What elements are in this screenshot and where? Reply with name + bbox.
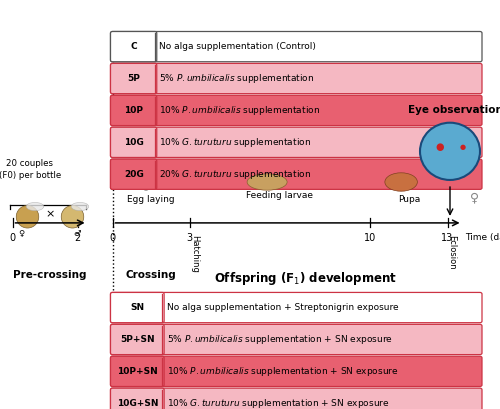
Text: 10G: 10G	[124, 138, 144, 147]
FancyBboxPatch shape	[110, 388, 164, 409]
FancyBboxPatch shape	[110, 159, 157, 189]
FancyBboxPatch shape	[110, 31, 482, 62]
Text: 10G+SN: 10G+SN	[116, 399, 158, 408]
Text: 5% $\mathit{P. umbilicalis}$ supplementation: 5% $\mathit{P. umbilicalis}$ supplementa…	[160, 72, 314, 85]
Text: Pre-crossing: Pre-crossing	[13, 270, 87, 280]
FancyBboxPatch shape	[110, 324, 482, 355]
Text: 10% $\mathit{G. turuturu}$ supplementation: 10% $\mathit{G. turuturu}$ supplementati…	[160, 136, 312, 149]
FancyBboxPatch shape	[110, 324, 164, 355]
Text: Time (days): Time (days)	[465, 233, 500, 242]
Text: SN: SN	[130, 303, 144, 312]
Text: 20G: 20G	[124, 170, 144, 179]
Text: ♀: ♀	[18, 229, 24, 238]
Ellipse shape	[385, 173, 418, 191]
Text: Hatching: Hatching	[190, 235, 199, 273]
Ellipse shape	[420, 123, 480, 180]
Text: Pupa: Pupa	[398, 196, 420, 204]
FancyBboxPatch shape	[110, 292, 164, 323]
Ellipse shape	[61, 205, 84, 228]
FancyBboxPatch shape	[110, 356, 482, 387]
Ellipse shape	[140, 174, 152, 190]
Ellipse shape	[247, 174, 287, 190]
Text: ×: ×	[46, 210, 54, 220]
Text: 5% $\mathit{P. umbilicalis}$ supplementation + SN exposure: 5% $\mathit{P. umbilicalis}$ supplementa…	[166, 333, 392, 346]
Text: 20% $\mathit{G. turuturu}$ supplementation: 20% $\mathit{G. turuturu}$ supplementati…	[160, 168, 312, 181]
FancyBboxPatch shape	[110, 63, 157, 94]
Text: C: C	[130, 42, 137, 51]
FancyBboxPatch shape	[110, 95, 482, 126]
Text: ♂: ♂	[74, 229, 81, 238]
Text: No alga supplementation (Control): No alga supplementation (Control)	[160, 42, 316, 51]
Text: No alga supplementation + Streptonigrin exposure: No alga supplementation + Streptonigrin …	[166, 303, 398, 312]
Text: Offspring (F$_1$) development: Offspring (F$_1$) development	[214, 270, 398, 287]
FancyBboxPatch shape	[110, 127, 482, 157]
Text: 10: 10	[364, 233, 376, 243]
Text: ●: ●	[460, 144, 466, 150]
Ellipse shape	[26, 202, 44, 211]
Text: 0: 0	[10, 233, 16, 243]
Text: Crossing: Crossing	[126, 270, 176, 280]
Text: 10P: 10P	[124, 106, 143, 115]
Text: Feeding larvae: Feeding larvae	[246, 191, 314, 200]
FancyBboxPatch shape	[110, 63, 482, 94]
FancyBboxPatch shape	[110, 31, 157, 62]
Text: 13: 13	[442, 233, 454, 243]
FancyBboxPatch shape	[110, 292, 482, 323]
Text: 10P+SN: 10P+SN	[117, 367, 158, 376]
Text: 2: 2	[74, 233, 80, 243]
Ellipse shape	[16, 205, 39, 228]
FancyBboxPatch shape	[110, 95, 157, 126]
FancyBboxPatch shape	[110, 159, 482, 189]
Text: 10% $\mathit{P. umbilicalis}$ supplementation: 10% $\mathit{P. umbilicalis}$ supplement…	[160, 104, 320, 117]
Ellipse shape	[71, 202, 88, 211]
Text: 5P+SN: 5P+SN	[120, 335, 154, 344]
Text: ♀: ♀	[470, 192, 480, 205]
Text: Eclosion: Eclosion	[448, 235, 456, 270]
Text: 10% $\mathit{P. umbilicalis}$ supplementation + SN exposure: 10% $\mathit{P. umbilicalis}$ supplement…	[166, 365, 398, 378]
Text: 10% $\mathit{G. turuturu}$ supplementation + SN exposure: 10% $\mathit{G. turuturu}$ supplementati…	[166, 397, 389, 409]
Text: 0: 0	[110, 233, 116, 243]
Text: 20 couples
(F0) per bottle: 20 couples (F0) per bottle	[0, 159, 61, 180]
FancyBboxPatch shape	[110, 356, 164, 387]
Text: Eye observation: Eye observation	[408, 105, 500, 115]
Text: 5P: 5P	[127, 74, 140, 83]
FancyBboxPatch shape	[110, 127, 157, 157]
Text: 3: 3	[186, 233, 193, 243]
FancyBboxPatch shape	[110, 388, 482, 409]
Text: ●: ●	[436, 142, 444, 152]
Text: Egg laying: Egg laying	[128, 196, 175, 204]
